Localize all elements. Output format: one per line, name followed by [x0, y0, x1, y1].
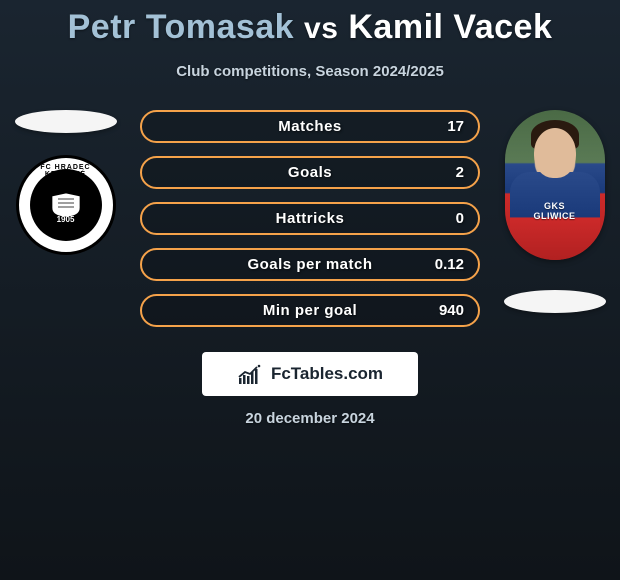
brand-chart-icon	[237, 364, 265, 384]
right-column: GKS GLIWICE	[497, 110, 612, 313]
stat-label: Goals per match	[142, 256, 478, 273]
left-column: FC HRADEC KRÁLOVÉ 1905	[8, 110, 123, 255]
stat-row: Hattricks0	[140, 202, 480, 235]
stat-row: Min per goal940	[140, 294, 480, 327]
stat-value-right: 17	[447, 118, 464, 135]
club-logo-left: FC HRADEC KRÁLOVÉ 1905	[16, 155, 116, 255]
stat-label: Matches	[142, 118, 478, 135]
stat-row: Matches17	[140, 110, 480, 143]
jersey-text: GKS GLIWICE	[534, 202, 576, 222]
stat-label: Goals	[142, 164, 478, 181]
stat-value-right: 0	[456, 210, 464, 227]
stat-label: Hattricks	[142, 210, 478, 227]
club-year: 1905	[57, 215, 75, 224]
date-text: 20 december 2024	[0, 410, 620, 427]
stat-value-right: 0.12	[435, 256, 464, 273]
club-logo-inner	[30, 169, 102, 241]
right-marker	[504, 290, 606, 313]
stats-list: Matches17 Goals2 Hattricks0 Goals per match…	[140, 110, 480, 340]
vs-text: vs	[304, 12, 338, 45]
player2-name: Kamil Vacek	[348, 8, 552, 46]
subtitle: Club competitions, Season 2024/2025	[0, 63, 620, 80]
brand-name: FcTables.com	[271, 364, 383, 384]
left-marker	[15, 110, 117, 133]
stat-value-right: 2	[456, 164, 464, 181]
player-head	[534, 128, 576, 178]
jersey-line2: GLIWICE	[534, 211, 576, 221]
comparison-title: Petr Tomasak vs Kamil Vacek	[0, 0, 620, 47]
club-name-arc: FC HRADEC KRÁLOVÉ	[19, 164, 113, 178]
jersey-line1: GKS	[544, 201, 565, 211]
stat-value-right: 940	[439, 302, 464, 319]
stat-label: Min per goal	[142, 302, 478, 319]
player1-name: Petr Tomasak	[68, 8, 294, 46]
player-photo: GKS GLIWICE	[505, 110, 605, 260]
stat-row: Goals per match0.12	[140, 248, 480, 281]
stat-row: Goals2	[140, 156, 480, 189]
brand-footer: FcTables.com	[202, 352, 418, 396]
comparison-content: FC HRADEC KRÁLOVÉ 1905 GKS GLIWICE Match…	[0, 110, 620, 340]
